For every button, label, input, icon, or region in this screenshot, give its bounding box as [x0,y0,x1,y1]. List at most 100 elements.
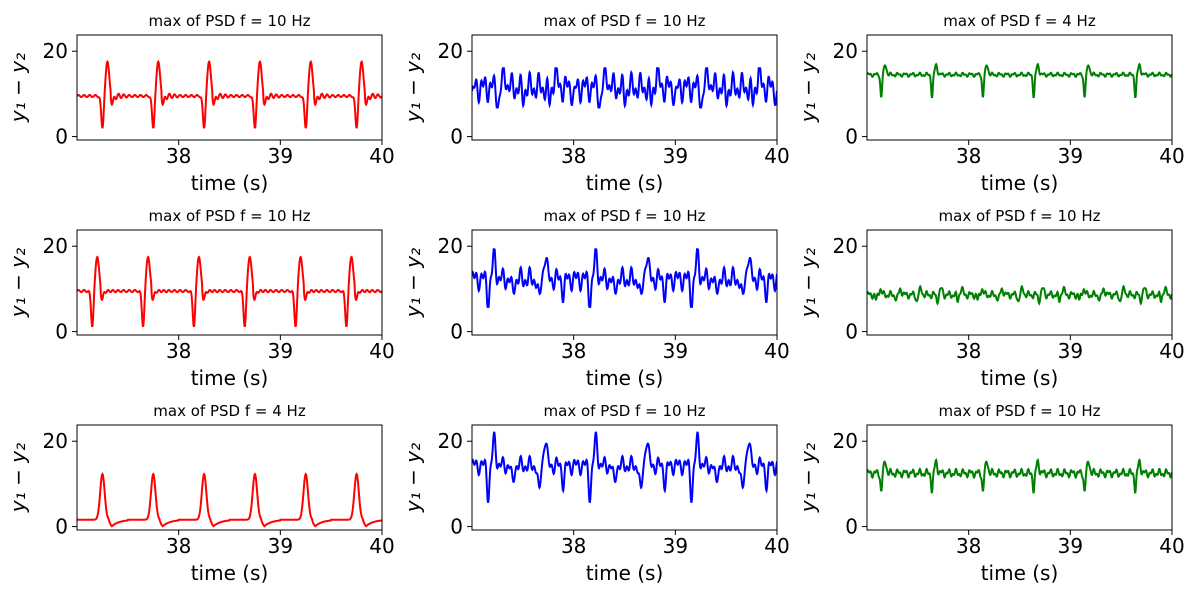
x-axis-label: time (s) [981,561,1059,585]
series-line [77,472,382,528]
y-tick-label: 20 [438,39,463,63]
subplot-title: max of PSD f = 10 Hz [939,402,1101,420]
subplot-title: max of PSD f = 10 Hz [149,12,311,30]
y-axis-label: y₁ − y₂ [6,248,30,318]
axes-frame [471,424,778,531]
y-tick-label: 0 [450,515,463,539]
x-tick-label: 38 [956,534,981,558]
x-tick-label: 38 [561,534,586,558]
x-axis-label: time (s) [586,561,664,585]
subplot-6: max of PSD f = 10 Hz 38 39 40 0 20 time (s) y₁ … [796,207,1185,390]
subplot-9: max of PSD f = 10 Hz 38 39 40 0 20 time (s) y₁ … [796,402,1185,585]
series-line [472,431,777,503]
x-axis-label: time (s) [586,171,664,195]
subplot-title: max of PSD f = 4 Hz [153,402,306,420]
x-tick-label: 40 [369,534,394,558]
y-axis-label: y₁ − y₂ [6,53,30,123]
y-axis-label: y₁ − y₂ [401,248,425,318]
axes-frame [866,424,1173,531]
axes-frame [471,229,778,336]
subplot-7: max of PSD f = 4 Hz 38 39 40 0 20 time (s) y₁ −… [6,402,395,585]
x-axis-label: time (s) [981,171,1059,195]
y-tick-label: 0 [450,125,463,149]
x-tick-label: 40 [764,144,789,168]
x-tick-label: 39 [1058,144,1083,168]
series-line [77,59,382,129]
subplot-3: max of PSD f = 4 Hz 38 39 40 0 20 time (s) y₁ −… [796,12,1185,195]
x-axis-label: time (s) [191,366,269,390]
y-axis-label: y₁ − y₂ [796,248,820,318]
subplot-title: max of PSD f = 10 Hz [544,402,706,420]
y-axis-label: y₁ − y₂ [401,53,425,123]
x-tick-label: 39 [268,534,293,558]
x-axis-label: time (s) [981,366,1059,390]
x-tick-label: 38 [561,144,586,168]
subplot-title: max of PSD f = 4 Hz [943,12,1096,30]
series-line [472,248,777,308]
x-tick-label: 38 [956,144,981,168]
y-axis-label: y₁ − y₂ [6,443,30,513]
x-tick-label: 39 [663,339,688,363]
y-axis-label: y₁ − y₂ [796,53,820,123]
y-tick-label: 20 [43,429,68,453]
axes-frame [471,34,778,141]
x-tick-label: 40 [764,339,789,363]
y-tick-label: 20 [833,234,858,258]
x-tick-label: 40 [764,534,789,558]
y-tick-label: 20 [43,234,68,258]
x-axis-label: time (s) [586,366,664,390]
x-tick-label: 38 [956,339,981,363]
x-tick-label: 39 [663,534,688,558]
y-tick-label: 0 [845,125,858,149]
x-tick-label: 39 [268,144,293,168]
subplot-2: max of PSD f = 10 Hz 38 39 40 0 20 time (s) y₁ … [401,12,790,195]
x-tick-label: 40 [1159,534,1184,558]
y-tick-label: 0 [55,125,68,149]
x-tick-label: 38 [166,339,191,363]
x-tick-label: 39 [268,339,293,363]
subplot-title: max of PSD f = 10 Hz [544,12,706,30]
x-tick-label: 38 [166,534,191,558]
y-tick-label: 0 [55,515,68,539]
series-line [472,67,777,109]
y-tick-label: 20 [833,429,858,453]
axes-frame [76,34,383,141]
y-axis-label: y₁ − y₂ [796,443,820,513]
x-tick-label: 39 [663,144,688,168]
axes-frame [76,229,383,336]
y-tick-label: 20 [438,234,463,258]
y-tick-label: 0 [55,320,68,344]
axes-frame [866,229,1173,336]
y-tick-label: 0 [845,320,858,344]
x-tick-label: 40 [369,144,394,168]
x-tick-label: 38 [561,339,586,363]
y-tick-label: 20 [43,39,68,63]
x-tick-label: 39 [1058,534,1083,558]
subplot-title: max of PSD f = 10 Hz [544,207,706,225]
y-tick-label: 0 [845,515,858,539]
y-tick-label: 20 [833,39,858,63]
subplot-1: max of PSD f = 10 Hz 38 39 40 0 20 time (s) y₁ … [6,12,395,195]
x-tick-label: 38 [166,144,191,168]
x-tick-label: 40 [1159,339,1184,363]
series-line [867,457,1172,494]
x-axis-label: time (s) [191,561,269,585]
y-axis-label: y₁ − y₂ [401,443,425,513]
axes-frame [76,424,383,531]
subplot-title: max of PSD f = 10 Hz [939,207,1101,225]
y-tick-label: 20 [438,429,463,453]
subplot-4: max of PSD f = 10 Hz 38 39 40 0 20 time (s) y₁ … [6,207,395,390]
subplot-8: max of PSD f = 10 Hz 38 39 40 0 20 time (s) y₁ … [401,402,790,585]
x-axis-label: time (s) [191,171,269,195]
x-tick-label: 39 [1058,339,1083,363]
series-line [867,62,1172,99]
x-tick-label: 40 [1159,144,1184,168]
x-tick-label: 40 [369,339,394,363]
subplot-5: max of PSD f = 10 Hz 38 39 40 0 20 time (s) y₁ … [401,207,790,390]
axes-frame [866,34,1173,141]
y-tick-label: 0 [450,320,463,344]
series-line [867,284,1172,306]
subplot-title: max of PSD f = 10 Hz [149,207,311,225]
